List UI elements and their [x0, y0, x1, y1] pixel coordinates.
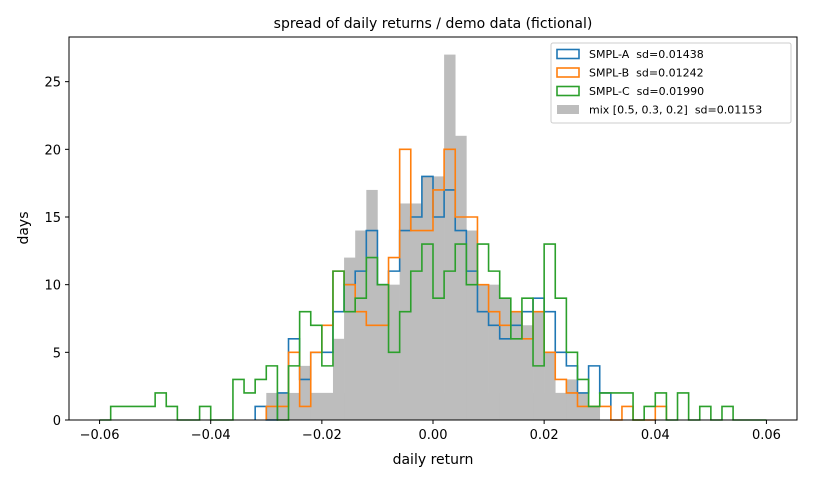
histogram-bar-mix [366, 189, 378, 420]
y-axis-label: days [16, 211, 32, 244]
histogram-bar-mix [299, 365, 312, 420]
histogram-bar-mix [521, 325, 534, 420]
axes: −0.06 −0.04 −0.02 0.00 0.02 0.04 0.06 0 5 10 15 20 2… [44, 36, 798, 443]
x-tick-label: 0.04 [641, 428, 670, 443]
legend-label: mix [0.5, 0.3, 0.2] sd=0.01153 [589, 104, 762, 117]
y-tick-label: 10 [44, 279, 61, 294]
histogram-bar-mix [466, 230, 478, 420]
chart-title: spread of daily returns / demo data (fic… [274, 16, 593, 32]
legend-label: SMPL-B sd=0.01242 [589, 67, 704, 80]
histogram-bar-mix [455, 135, 467, 421]
histogram-bar-mix [577, 406, 601, 420]
y-tick-label: 20 [44, 143, 61, 158]
histogram-bar-mix [510, 311, 523, 420]
x-tick-label: 0.02 [530, 428, 559, 443]
histogram-bar-mix [488, 284, 500, 420]
histogram-bar-mix [410, 203, 423, 420]
x-axis-label: daily return [393, 452, 474, 468]
histogram-bar-mix [355, 230, 367, 420]
histogram-bar-mix [421, 176, 434, 420]
series-line-smpl-b [265, 148, 668, 421]
histogram-bar-mix [444, 54, 456, 421]
legend-swatch [556, 67, 580, 78]
series-line-smpl-c [99, 243, 767, 421]
histogram-bar-mix [566, 379, 578, 420]
histogram-bar-mix [344, 257, 356, 420]
y-tick-label: 25 [44, 76, 61, 91]
histogram-bar-mix [544, 352, 556, 420]
x-tick-label: 0.00 [419, 428, 448, 443]
y-tick-label: 0 [53, 414, 61, 429]
legend-swatch [557, 105, 579, 114]
x-tick-label: 0.06 [752, 428, 781, 443]
legend: SMPL-A sd=0.01438 SMPL-B sd=0.01242 SMPL-C… [550, 42, 792, 124]
legend-label: SMPL-A sd=0.01438 [589, 48, 704, 61]
legend-box [550, 42, 792, 124]
histogram-bar-mix [477, 284, 489, 420]
legend-swatch [556, 48, 580, 60]
histogram-bar-mix [310, 392, 334, 420]
x-tick-label: −0.06 [80, 428, 120, 443]
x-tick-label: −0.02 [302, 428, 342, 443]
histogram-bar-mix [555, 392, 567, 420]
plot-area [99, 54, 767, 421]
histogram-bar-mix [499, 298, 512, 420]
histogram-bar-mix [332, 338, 345, 420]
legend-swatch [556, 85, 580, 97]
x-tick-label: −0.04 [191, 428, 231, 443]
y-tick-label: 5 [53, 346, 61, 361]
y-tick-label: 15 [44, 211, 61, 226]
legend-label: SMPL-C sd=0.01990 [589, 85, 704, 98]
